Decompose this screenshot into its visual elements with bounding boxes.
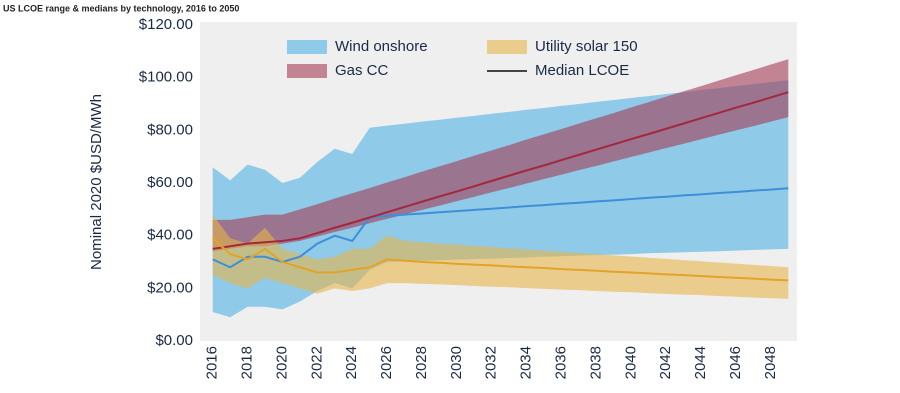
range-band	[212, 59, 789, 252]
x-tick-label: 2036	[553, 346, 570, 379]
legend-label: Wind onshore	[335, 38, 428, 55]
x-tick-label: 2018	[239, 346, 256, 379]
x-tick-label: 2048	[762, 346, 779, 379]
x-tick-label: 2038	[587, 346, 604, 379]
x-tick-label: 2042	[657, 346, 674, 379]
legend-label: Utility solar 150	[535, 38, 638, 55]
legend-label: Gas CC	[335, 62, 389, 79]
x-tick-label: 2022	[308, 346, 325, 379]
median-line	[212, 237, 789, 282]
y-tick-label: $0.00	[155, 332, 193, 349]
y-tick-label: $80.00	[147, 121, 193, 138]
x-tick-label: 2024	[343, 346, 360, 379]
y-tick-label: $60.00	[147, 174, 193, 191]
median-line	[212, 91, 789, 250]
x-tick-label: 2026	[378, 346, 395, 379]
x-tick-label: 2032	[483, 346, 500, 379]
legend-swatch	[487, 40, 527, 54]
y-tick-label: $120.00	[139, 16, 193, 33]
x-tick-label: 2034	[518, 346, 535, 379]
y-tick-label: $40.00	[147, 227, 193, 244]
x-tick-label: 2044	[692, 346, 709, 379]
range-band	[212, 214, 789, 299]
x-tick-label: 2028	[413, 346, 430, 379]
median-line	[212, 187, 789, 269]
x-tick-label: 2046	[727, 346, 744, 379]
legend-swatch	[287, 64, 327, 78]
chart-title: US LCOE range & medians by technology, 2…	[3, 3, 239, 13]
x-tick-label: 2030	[448, 346, 465, 379]
x-tick-label: 2020	[273, 346, 290, 379]
legend-label: Median LCOE	[535, 62, 629, 79]
y-axis-title: Nominal 2020 $USD/MWh	[88, 94, 105, 270]
y-tick-label: $100.00	[139, 69, 193, 86]
legend-swatch	[287, 40, 327, 54]
y-tick-label: $20.00	[147, 279, 193, 296]
x-tick-label: 2040	[622, 346, 639, 379]
x-tick-label: 2016	[204, 346, 221, 379]
